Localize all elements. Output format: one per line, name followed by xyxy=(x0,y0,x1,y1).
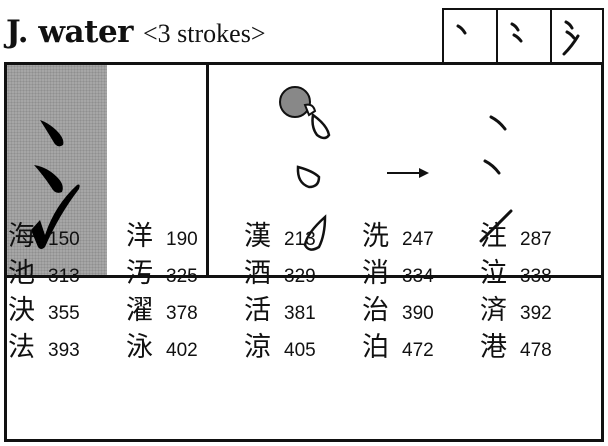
stroke-step-3-icon xyxy=(562,20,580,56)
radical-title: J. water xyxy=(6,14,134,50)
kanji-number: 402 xyxy=(166,340,198,361)
kanji-entry: 池 313 xyxy=(8,255,126,292)
kanji-char: 海 xyxy=(8,221,35,252)
kanji-number: 338 xyxy=(520,266,552,287)
kanji-number: 405 xyxy=(284,340,316,361)
kanji-entry: 汚 325 xyxy=(126,255,244,292)
kanji-char: 汚 xyxy=(126,258,153,289)
kanji-char: 法 xyxy=(8,332,35,363)
kanji-char: 池 xyxy=(8,258,35,289)
kanji-char: 活 xyxy=(244,295,271,326)
kanji-char: 酒 xyxy=(244,258,271,289)
kanji-entry: 濯 378 xyxy=(126,292,244,329)
stroke-step-3 xyxy=(552,10,604,62)
kanji-number: 381 xyxy=(284,303,316,324)
kanji-entry: 漢 213 xyxy=(244,218,362,255)
kanji-entry: 消 334 xyxy=(362,255,480,292)
kanji-entry: 涼 405 xyxy=(244,329,362,366)
kanji-entry: 注 287 xyxy=(480,218,598,255)
kanji-number: 355 xyxy=(48,303,80,324)
kanji-number: 313 xyxy=(48,266,80,287)
kanji-number: 150 xyxy=(48,229,80,250)
kanji-entry: 済 392 xyxy=(480,292,598,329)
water-radical-large-icon xyxy=(31,120,80,249)
header: J. water <3 strokes> xyxy=(0,0,608,64)
kanji-char: 漢 xyxy=(244,221,271,252)
kanji-char: 泊 xyxy=(362,332,389,363)
kanji-examples-grid: 海 150 洋 190 漢 213 洗 247 注 287 池 313 汚 325 酒 329 … xyxy=(8,218,598,366)
kanji-row: 決 355 濯 378 活 381 治 390 済 392 xyxy=(8,292,598,329)
page-title: J. water <3 strokes> xyxy=(6,14,265,50)
kanji-number: 325 xyxy=(166,266,198,287)
horizontal-divider xyxy=(7,275,601,278)
kanji-row: 法 393 泳 402 涼 405 泊 472 港 478 xyxy=(8,329,598,366)
stroke-step-1 xyxy=(444,10,498,62)
kanji-number: 287 xyxy=(520,229,552,250)
vertical-divider xyxy=(206,65,209,277)
water-drops-diagram xyxy=(279,86,513,251)
stroke-step-2 xyxy=(498,10,552,62)
kanji-entry: 泊 472 xyxy=(362,329,480,366)
stroke-sequence-boxes xyxy=(442,8,604,62)
kanji-number: 329 xyxy=(284,266,316,287)
radical-card xyxy=(4,62,604,442)
kanji-number: 213 xyxy=(284,229,316,250)
kanji-number: 378 xyxy=(166,303,198,324)
kanji-char: 港 xyxy=(480,332,507,363)
kanji-number: 190 xyxy=(166,229,198,250)
kanji-number: 390 xyxy=(402,303,434,324)
stroke-step-1-icon xyxy=(456,24,467,35)
kanji-char: 洗 xyxy=(362,221,389,252)
kanji-char: 洋 xyxy=(126,221,153,252)
kanji-entry: 決 355 xyxy=(8,292,126,329)
kanji-entry: 法 393 xyxy=(8,329,126,366)
kanji-number: 334 xyxy=(402,266,434,287)
kanji-entry: 泳 402 xyxy=(126,329,244,366)
kanji-entry: 洋 190 xyxy=(126,218,244,255)
kanji-row: 海 150 洋 190 漢 213 洗 247 注 287 xyxy=(8,218,598,255)
kanji-char: 泣 xyxy=(480,258,507,289)
kanji-number: 392 xyxy=(520,303,552,324)
kanji-char: 済 xyxy=(480,295,507,326)
kanji-char: 涼 xyxy=(244,332,271,363)
kanji-number: 472 xyxy=(402,340,434,361)
stroke-step-2-icon xyxy=(510,22,523,43)
kanji-number: 393 xyxy=(48,340,80,361)
kanji-entry: 酒 329 xyxy=(244,255,362,292)
kanji-char: 決 xyxy=(8,295,35,326)
kanji-entry: 港 478 xyxy=(480,329,598,366)
kanji-number: 247 xyxy=(402,229,434,250)
kanji-entry: 洗 247 xyxy=(362,218,480,255)
kanji-entry: 治 390 xyxy=(362,292,480,329)
stroke-count-label: <3 strokes> xyxy=(143,19,266,48)
kanji-entry: 泣 338 xyxy=(480,255,598,292)
kanji-row: 池 313 汚 325 酒 329 消 334 泣 338 xyxy=(8,255,598,292)
blank-panel xyxy=(107,65,206,275)
kanji-char: 注 xyxy=(480,221,507,252)
kanji-entry: 活 381 xyxy=(244,292,362,329)
kanji-char: 治 xyxy=(362,295,389,326)
kanji-entry: 海 150 xyxy=(8,218,126,255)
shaded-panel xyxy=(7,65,107,275)
kanji-char: 泳 xyxy=(126,332,153,363)
kanji-number: 478 xyxy=(520,340,552,361)
kanji-char: 濯 xyxy=(126,295,153,326)
kanji-char: 消 xyxy=(362,258,389,289)
